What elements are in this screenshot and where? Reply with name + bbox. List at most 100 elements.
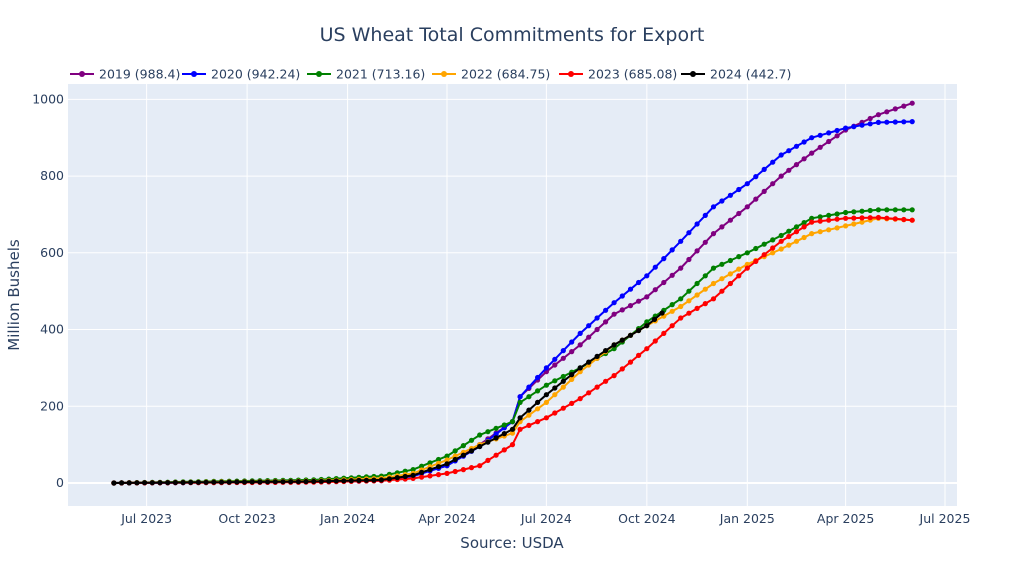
data-point xyxy=(560,348,566,354)
data-point xyxy=(265,479,271,485)
legend-item[interactable]: 2024 (442.7) xyxy=(681,67,791,82)
legend-item[interactable]: 2023 (685.08) xyxy=(559,67,677,82)
data-point xyxy=(669,272,675,278)
data-point xyxy=(234,479,240,485)
data-point xyxy=(165,480,171,486)
data-point xyxy=(661,256,667,262)
data-point xyxy=(627,303,634,309)
data-point xyxy=(543,415,550,421)
data-point xyxy=(744,204,750,210)
data-point xyxy=(826,217,832,223)
data-point xyxy=(594,326,600,333)
data-point xyxy=(644,319,650,325)
legend-item[interactable]: 2019 (988.4) xyxy=(70,67,180,82)
data-point xyxy=(586,334,592,340)
data-point xyxy=(560,378,566,384)
data-point xyxy=(909,100,915,106)
data-point xyxy=(517,415,523,421)
data-point xyxy=(644,346,650,352)
y-tick-label: 1000 xyxy=(32,91,64,106)
data-point xyxy=(761,241,767,247)
series-5 xyxy=(111,310,665,486)
data-point xyxy=(452,448,458,454)
data-point xyxy=(142,480,148,486)
data-point xyxy=(901,216,907,223)
data-point xyxy=(318,478,324,484)
data-point xyxy=(535,419,541,425)
data-point xyxy=(834,216,840,222)
data-point xyxy=(669,323,675,329)
data-point xyxy=(477,463,483,469)
legend-item[interactable]: 2022 (684.75) xyxy=(432,67,550,82)
data-point xyxy=(694,248,700,254)
data-point xyxy=(761,252,767,258)
data-point xyxy=(686,230,692,236)
y-tick-label: 400 xyxy=(40,322,64,337)
data-point xyxy=(195,479,201,485)
data-point xyxy=(702,286,708,292)
data-point xyxy=(736,266,742,272)
x-tick-label: Apr 2025 xyxy=(817,511,874,526)
data-point xyxy=(535,399,541,405)
data-point xyxy=(843,125,849,131)
data-point xyxy=(386,476,392,482)
data-point xyxy=(801,234,807,241)
data-point xyxy=(644,273,650,279)
data-point xyxy=(356,477,362,483)
chart-title: US Wheat Total Commitments for Export xyxy=(320,24,705,46)
data-point xyxy=(560,355,566,361)
x-tick-label: Jan 2025 xyxy=(719,511,775,526)
y-tick-label: 200 xyxy=(40,398,64,413)
data-point xyxy=(884,215,890,221)
data-point xyxy=(892,216,898,222)
data-point xyxy=(867,207,873,214)
data-point xyxy=(901,207,907,213)
data-point xyxy=(493,425,499,431)
data-point xyxy=(770,181,776,187)
data-point xyxy=(501,431,507,437)
legend-swatch-marker xyxy=(316,71,322,77)
data-point xyxy=(552,378,558,384)
data-point xyxy=(884,119,890,125)
data-point xyxy=(371,477,377,483)
data-point xyxy=(727,280,734,287)
data-point xyxy=(801,156,807,162)
data-point xyxy=(801,224,807,230)
data-point xyxy=(149,480,155,486)
data-point xyxy=(702,212,708,218)
data-point xyxy=(744,181,750,187)
data-point xyxy=(678,315,684,321)
y-axis-title: Million Bushels xyxy=(5,239,23,351)
data-point xyxy=(594,315,600,321)
data-point xyxy=(736,186,742,193)
legend-item[interactable]: 2020 (942.24) xyxy=(182,67,300,82)
data-point xyxy=(452,468,458,475)
data-point xyxy=(134,480,140,486)
legend-item[interactable]: 2021 (713.16) xyxy=(307,67,425,82)
data-point xyxy=(826,212,832,218)
data-point xyxy=(257,479,263,485)
data-point xyxy=(744,250,750,256)
data-point xyxy=(509,430,516,436)
data-point xyxy=(719,224,725,230)
data-point xyxy=(636,298,642,304)
data-point xyxy=(793,162,800,168)
data-point xyxy=(867,121,873,127)
data-point xyxy=(627,359,634,365)
data-point xyxy=(859,208,865,214)
data-point xyxy=(569,376,575,382)
data-point xyxy=(875,214,882,221)
data-point xyxy=(702,301,708,307)
data-point xyxy=(509,426,516,432)
data-point xyxy=(611,342,617,348)
data-point xyxy=(363,477,369,483)
data-point xyxy=(786,167,792,173)
data-point xyxy=(543,365,550,371)
data-point xyxy=(288,479,294,485)
data-point xyxy=(627,286,634,292)
data-point xyxy=(535,406,541,412)
data-point xyxy=(493,452,499,458)
data-point xyxy=(477,432,483,438)
data-point xyxy=(560,405,566,411)
data-point xyxy=(875,207,882,213)
